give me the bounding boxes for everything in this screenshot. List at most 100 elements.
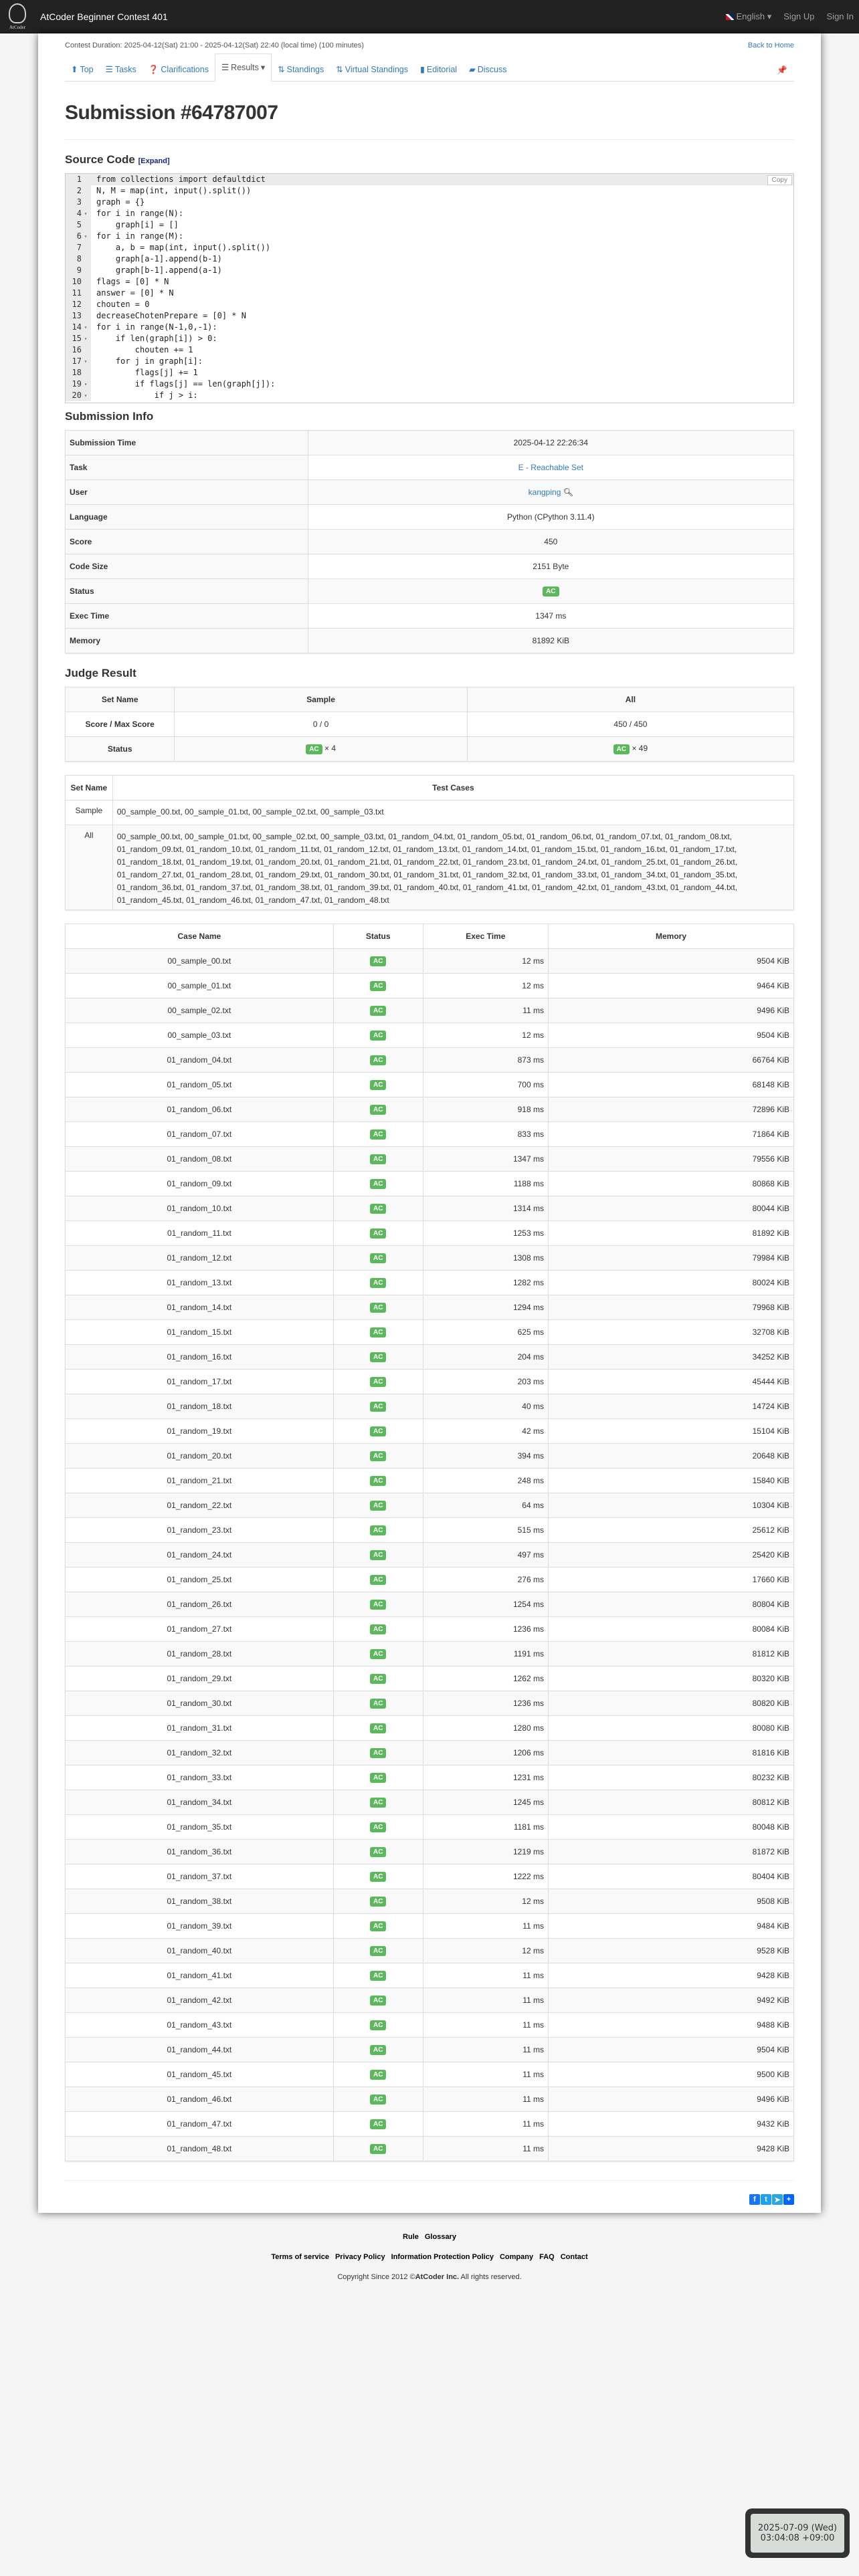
pin-icon[interactable]: 📌 (777, 66, 787, 75)
search-icon[interactable]: 🔍︎ (561, 488, 573, 497)
status-badge[interactable]: AC (369, 1748, 387, 1758)
copy-button[interactable]: Copy (767, 175, 792, 185)
expand-link[interactable]: [Expand] (138, 157, 170, 165)
status-badge[interactable]: AC (369, 1946, 387, 1956)
status-badge[interactable]: AC (369, 1426, 387, 1436)
status-badge[interactable]: AC (369, 1204, 387, 1214)
status-badge[interactable]: AC (613, 744, 630, 754)
status-badge[interactable]: AC (543, 586, 559, 597)
status-badge[interactable]: AC (369, 1847, 387, 1857)
column-header-case-name[interactable]: Case Name (65, 924, 334, 949)
footer-link-faq[interactable]: FAQ (539, 2253, 555, 2261)
status-badge[interactable]: AC (369, 1822, 387, 1832)
fold-arrow-icon[interactable]: ▾ (84, 358, 88, 364)
column-header-memory[interactable]: Memory (547, 924, 795, 949)
status-badge[interactable]: AC (369, 1451, 387, 1461)
tab-results[interactable]: ☰ Results ▾ (214, 53, 272, 82)
fold-arrow-icon[interactable]: ▾ (84, 381, 88, 387)
status-badge[interactable]: AC (369, 1872, 387, 1882)
status-badge[interactable]: AC (369, 1773, 387, 1783)
status-badge[interactable]: AC (369, 2045, 387, 2055)
tab-editorial[interactable]: ▮ Editorial (414, 58, 463, 81)
status-badge[interactable]: AC (369, 1501, 387, 1511)
memory-cell: 9432 KiB (547, 2111, 795, 2137)
case-name-cell: 01_random_29.txt (65, 1666, 334, 1691)
tab-clarifications[interactable]: ❓ Clarifications (142, 58, 215, 81)
tab-top[interactable]: ⬆ Top (65, 58, 100, 81)
facebook-icon[interactable]: f (749, 2194, 760, 2205)
status-badge[interactable]: AC (369, 1699, 387, 1709)
language-dropdown[interactable]: English ▾ (726, 11, 771, 22)
status-badge[interactable]: AC (369, 1327, 387, 1337)
status-badge[interactable]: AC (369, 1624, 387, 1634)
status-badge[interactable]: AC (369, 1525, 387, 1535)
twitter-icon[interactable]: t (761, 2194, 771, 2205)
status-badge[interactable]: AC (369, 1303, 387, 1313)
column-header-exec-time[interactable]: Exec Time (422, 924, 549, 949)
fold-arrow-icon[interactable]: ▾ (84, 393, 88, 399)
status-badge[interactable]: AC (306, 744, 322, 754)
fold-arrow-icon[interactable]: ▾ (84, 324, 88, 330)
status-badge[interactable]: AC (369, 1179, 387, 1189)
status-badge[interactable]: AC (369, 1798, 387, 1808)
info-label: Exec Time (65, 603, 308, 629)
status-badge[interactable]: AC (369, 1130, 387, 1140)
status-badge[interactable]: AC (369, 1996, 387, 2006)
status-badge[interactable]: AC (369, 1377, 387, 1387)
status-badge[interactable]: AC (369, 1402, 387, 1412)
status-badge[interactable]: AC (369, 2144, 387, 2154)
status-badge[interactable]: AC (369, 2119, 387, 2129)
status-badge[interactable]: AC (369, 1352, 387, 1362)
status-badge[interactable]: AC (369, 956, 387, 966)
status-badge[interactable]: AC (369, 1476, 387, 1486)
sign-in-link[interactable]: Sign In (826, 11, 854, 21)
status-badge[interactable]: AC (369, 1723, 387, 1733)
tab-discuss[interactable]: ▰ Discuss (463, 58, 512, 81)
status-badge[interactable]: AC (369, 1031, 387, 1041)
footer-link-information-protection-policy[interactable]: Information Protection Policy (391, 2253, 494, 2261)
status-badge[interactable]: AC (369, 1971, 387, 1981)
source-code-editor[interactable]: Copy 1 from collections import defaultdic… (65, 173, 794, 403)
status-badge[interactable]: AC (369, 1600, 387, 1610)
status-badge[interactable]: AC (369, 1228, 387, 1239)
footer-link-contact[interactable]: Contact (560, 2253, 588, 2261)
back-to-home-link[interactable]: Back to Home (747, 41, 794, 49)
share-plus-icon[interactable]: + (783, 2194, 794, 2205)
status-badge[interactable]: AC (369, 1080, 387, 1090)
fold-arrow-icon[interactable]: ▾ (84, 211, 88, 217)
telegram-icon[interactable]: ➤ (772, 2194, 783, 2205)
footer-link-glossary[interactable]: Glossary (424, 2233, 456, 2241)
status-badge[interactable]: AC (369, 981, 387, 991)
status-badge[interactable]: AC (369, 2020, 387, 2030)
footer-link-privacy-policy[interactable]: Privacy Policy (335, 2253, 385, 2261)
contest-brand-link[interactable]: AtCoder Beginner Contest 401 (40, 11, 168, 22)
tab-virtual-standings[interactable]: ⇅ Virtual Standings (330, 58, 414, 81)
atcoder-logo[interactable]: AtCoder (5, 1, 29, 32)
status-badge[interactable]: AC (369, 1006, 387, 1016)
status-badge[interactable]: AC (369, 1278, 387, 1288)
fold-arrow-icon[interactable]: ▾ (84, 336, 88, 342)
footer-link-company[interactable]: Company (499, 2253, 534, 2261)
tab-standings[interactable]: ⇅ Standings (272, 58, 330, 81)
status-badge[interactable]: AC (369, 1550, 387, 1560)
sign-up-link[interactable]: Sign Up (783, 11, 815, 21)
status-badge[interactable]: AC (369, 1105, 387, 1115)
status-badge[interactable]: AC (369, 1055, 387, 1065)
tab-tasks[interactable]: ☰ Tasks (100, 58, 142, 81)
column-header-status[interactable]: Status (332, 924, 423, 949)
status-badge[interactable]: AC (369, 1154, 387, 1164)
status-badge[interactable]: AC (369, 1575, 387, 1585)
status-badge[interactable]: AC (369, 1649, 387, 1659)
footer-link-terms-of-service[interactable]: Terms of service (271, 2253, 329, 2261)
status-badge[interactable]: AC (369, 1674, 387, 1684)
status-badge[interactable]: AC (369, 2095, 387, 2105)
status-badge[interactable]: AC (369, 1921, 387, 1931)
status-badge[interactable]: AC (369, 2070, 387, 2080)
fold-arrow-icon[interactable]: ▾ (84, 233, 88, 239)
memory-cell: 9504 KiB (547, 1023, 795, 1048)
footer-link-rule[interactable]: Rule (403, 2233, 419, 2241)
info-link[interactable]: kangping (528, 488, 561, 497)
status-badge[interactable]: AC (369, 1253, 387, 1263)
info-link[interactable]: E - Reachable Set (518, 463, 583, 472)
status-badge[interactable]: AC (369, 1897, 387, 1907)
